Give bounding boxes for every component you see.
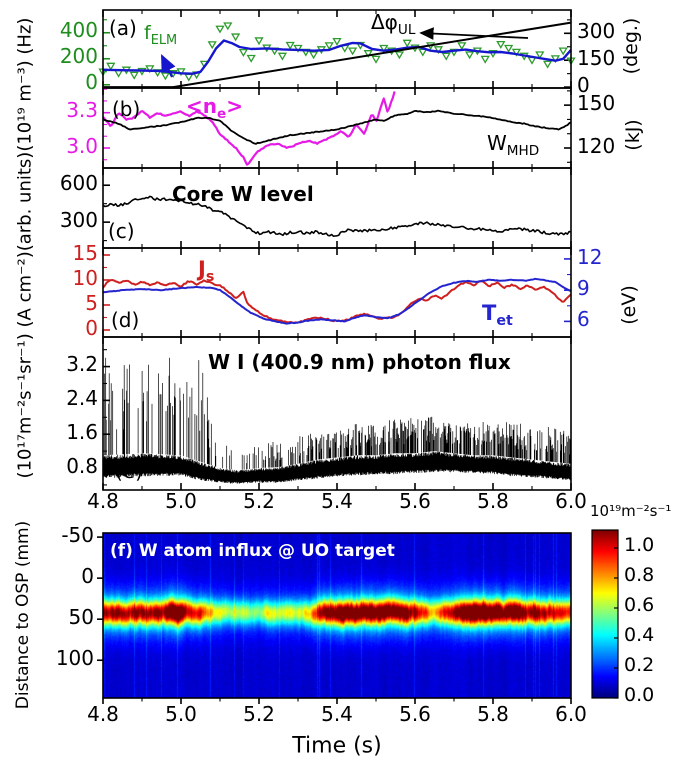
tick-label: 5.6: [399, 488, 431, 513]
tick-label: 5.6: [399, 701, 431, 726]
tick-label: 120: [577, 133, 616, 158]
tick-label: 0.4: [624, 624, 655, 647]
colorbar-canvas: [592, 530, 618, 698]
tick-label: 4.8: [87, 488, 119, 513]
tick-label: 3.2: [66, 352, 98, 377]
tick-label: 4.8: [87, 701, 119, 726]
tick-label: 15: [72, 240, 98, 265]
series-label-tet-sub: et: [496, 313, 513, 330]
series-label-felm-main: f: [144, 22, 151, 44]
colorbar-title: 10¹⁹m⁻²s⁻¹: [590, 502, 672, 520]
tick-label: 1.6: [66, 419, 98, 444]
tick-label: 6: [577, 306, 590, 331]
tick-label: 0: [85, 70, 98, 95]
tick-label: 10: [72, 265, 98, 290]
y-axis-label-deg: (deg.): [620, 17, 643, 75]
tick-label: 12: [577, 244, 603, 269]
series-label-ne-post: >: [226, 94, 243, 118]
series-label-ne: <ne>: [186, 94, 243, 122]
series-label-js: Js: [198, 258, 214, 285]
panel-e-title: W I (400.9 nm) photon flux: [208, 350, 511, 374]
tick-label: 3.0: [66, 133, 98, 158]
series-label-tet: Tet: [482, 302, 513, 329]
tick-label: 100: [55, 645, 94, 670]
x-axis-title: Time (s): [292, 733, 382, 759]
tick-label: 5.4: [321, 488, 353, 513]
y-axis-label-distance: Distance to OSP (mm): [13, 520, 34, 710]
tick-label: -50: [61, 522, 94, 547]
tick-label: 150: [577, 45, 616, 70]
panel-label-d: (d): [111, 308, 140, 332]
series-label-dphi: ΔφUL: [371, 10, 416, 38]
panel-label-a: (a): [109, 16, 137, 40]
series-label-wmhd-main: W: [487, 131, 507, 155]
series-label-tet-main: T: [482, 301, 497, 325]
tick-label: 0.0: [624, 684, 655, 707]
tick-label: 5.2: [243, 488, 275, 513]
tick-label: 0: [81, 563, 94, 588]
panel-label-c: (c): [108, 219, 135, 243]
tick-label: 5.4: [321, 701, 353, 726]
panel-f-title: (f) W atom influx @ UO target: [110, 541, 395, 561]
tick-label: 0: [85, 315, 98, 340]
tick-label: 1.0: [624, 534, 655, 557]
y-axis-label-kj: (kJ): [622, 119, 645, 151]
series-label-dphi-main: Δφ: [371, 10, 398, 34]
tick-label: 0: [577, 72, 590, 97]
y-axis-label-left: (10¹⁷m⁻²s⁻¹sr⁻¹) (A cm⁻²)(arb. units)(10…: [14, 17, 36, 479]
series-label-wmhd-sub: MHD: [506, 143, 540, 159]
tick-label: 5.8: [477, 488, 509, 513]
tick-label: 5.0: [165, 701, 197, 726]
tick-label: 200: [59, 44, 98, 69]
panel-c-title: Core W level: [172, 182, 314, 206]
series-label-wmhd: WMHD: [487, 131, 540, 159]
series-label-felm-sub: ELM: [150, 32, 178, 48]
tick-label: 0.8: [624, 564, 655, 587]
tick-label: 6.0: [555, 701, 587, 726]
tick-label: 400: [59, 18, 98, 43]
tick-label: 600: [59, 170, 98, 195]
tick-label: 150: [577, 90, 616, 115]
tick-label: 3.3: [66, 98, 98, 123]
tick-label: 300: [59, 207, 98, 232]
tick-label: 0.6: [624, 594, 655, 617]
tick-label: 0.8: [66, 453, 98, 478]
series-label-dphi-sub: UL: [397, 22, 416, 38]
series-label-js-main: J: [198, 257, 206, 281]
series-label-ne-pre: <n: [186, 94, 217, 118]
tick-label: 300: [577, 18, 616, 43]
tick-label: 5.2: [243, 701, 275, 726]
panel-label-e: (e): [115, 459, 143, 483]
series-label-felm: fELM: [144, 22, 178, 48]
tick-label: 6.0: [555, 488, 587, 513]
tick-label: 5: [85, 290, 98, 315]
series-label-ne-sub: e: [217, 106, 227, 122]
tick-label: 5.0: [165, 488, 197, 513]
tick-label: 50: [68, 604, 94, 629]
tick-label: 5.8: [477, 701, 509, 726]
tick-label: 9: [577, 275, 590, 300]
tick-label: 0.2: [624, 654, 655, 677]
y-axis-label-ev: (eV): [618, 285, 641, 325]
series-label-js-sub: s: [205, 269, 215, 286]
panel-label-b: (b): [112, 97, 141, 121]
tick-label: 2.4: [66, 385, 98, 410]
